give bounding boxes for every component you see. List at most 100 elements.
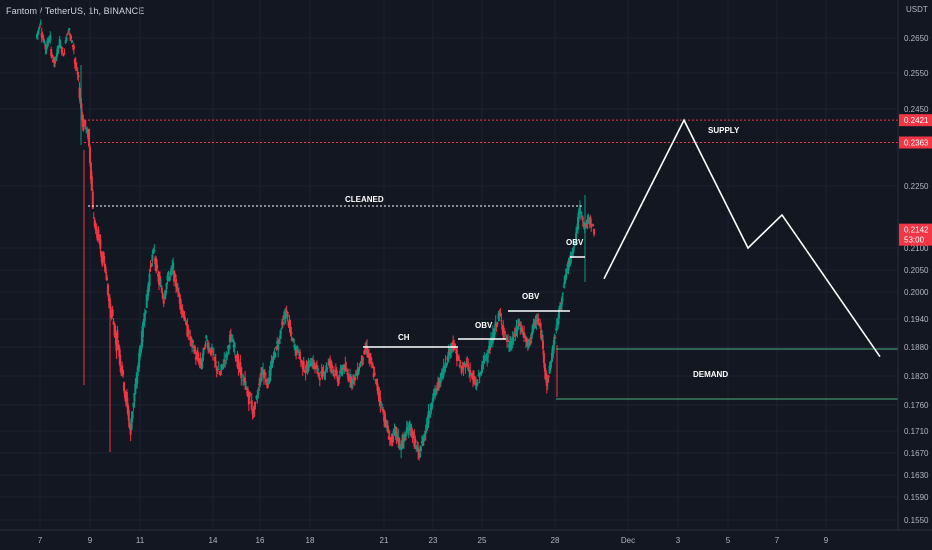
candle-body xyxy=(187,329,190,336)
candle-body xyxy=(152,249,155,254)
candle-body xyxy=(65,36,68,42)
candle-body xyxy=(262,369,265,371)
candle-body xyxy=(502,325,505,333)
x-tick-label: 7 xyxy=(38,536,43,545)
x-tick-label: 7 xyxy=(775,536,780,545)
candle-body xyxy=(176,289,179,292)
candle-body xyxy=(159,285,162,287)
candle-body xyxy=(210,348,213,355)
x-tick-label: 21 xyxy=(380,536,389,545)
candles xyxy=(36,19,596,461)
candle-body xyxy=(136,374,139,384)
price-tag xyxy=(899,136,932,149)
candle-body xyxy=(396,435,399,437)
candle-body xyxy=(290,332,293,335)
candle-body xyxy=(408,421,411,431)
candle-body xyxy=(165,283,168,289)
x-tick-label: 9 xyxy=(824,536,829,545)
candle-body xyxy=(558,308,561,319)
y-axis-panel xyxy=(898,0,932,530)
candle-body xyxy=(494,321,497,326)
candle-body xyxy=(506,340,509,342)
candle-body xyxy=(345,368,348,370)
candle-body xyxy=(125,391,128,402)
candle-body xyxy=(296,346,299,349)
candle-body xyxy=(216,370,219,372)
candle-body xyxy=(404,438,407,440)
candle-body xyxy=(465,363,468,365)
candle-body xyxy=(457,356,460,360)
candle-body xyxy=(453,347,456,350)
candle-body xyxy=(391,435,394,443)
candle-body xyxy=(210,346,213,349)
candle-body xyxy=(352,375,355,380)
candle-body xyxy=(183,315,186,321)
candle-body xyxy=(184,319,187,322)
candle-body xyxy=(126,403,129,414)
candle-body xyxy=(524,335,527,338)
candle-body xyxy=(300,360,303,363)
candle-body xyxy=(528,341,531,344)
candle-body xyxy=(269,365,272,376)
candle-body xyxy=(138,353,141,368)
candle-body xyxy=(351,378,354,384)
candle-body xyxy=(505,335,508,337)
y-tick-label: 0.2250 xyxy=(904,182,929,191)
candle-body xyxy=(538,322,541,326)
candle-body xyxy=(36,34,38,39)
candle-body xyxy=(579,211,582,214)
candle-body xyxy=(384,421,387,424)
candle-body xyxy=(237,359,240,369)
candle-body xyxy=(228,334,231,343)
candle-body xyxy=(85,128,88,130)
candle-body xyxy=(78,87,81,99)
candle-body xyxy=(431,401,434,408)
candle-body xyxy=(88,129,91,147)
candle-body xyxy=(559,303,562,308)
candle-body xyxy=(517,319,520,326)
candle-body xyxy=(323,375,326,377)
candle-body xyxy=(500,320,503,322)
candle-body xyxy=(422,439,425,441)
candle-body xyxy=(212,354,215,356)
candle-body xyxy=(179,299,182,310)
candle-body xyxy=(147,282,150,293)
candle-body xyxy=(295,348,298,356)
candle-body xyxy=(260,374,263,377)
candle-body xyxy=(61,48,64,50)
candle-body xyxy=(593,228,596,235)
y-tick-label: 0.2050 xyxy=(904,266,929,275)
cleaned-label: CLEANED xyxy=(345,195,384,204)
candle-body xyxy=(254,401,257,403)
candle-body xyxy=(68,28,71,31)
candle-body xyxy=(119,354,122,367)
candle-body xyxy=(439,373,442,383)
candle-body xyxy=(121,365,124,373)
candle-body xyxy=(449,348,452,356)
candle-body xyxy=(552,346,555,354)
candle-body xyxy=(335,370,338,376)
candle-body xyxy=(199,358,202,366)
candle-body xyxy=(475,383,478,385)
candle-body xyxy=(543,363,546,372)
candle-body xyxy=(41,36,44,39)
candle-body xyxy=(257,392,260,394)
candle-body xyxy=(333,374,336,377)
candle-body xyxy=(476,382,479,384)
candle-body xyxy=(64,41,67,43)
candle-body xyxy=(192,340,195,343)
candle-body xyxy=(113,323,116,336)
candle-body xyxy=(423,433,426,438)
candle-body xyxy=(481,361,484,366)
candle-body xyxy=(227,346,230,349)
candle-body xyxy=(57,45,60,48)
candle-body xyxy=(103,255,106,263)
candle-body xyxy=(578,205,581,213)
candle-body xyxy=(410,427,413,437)
candle-body xyxy=(234,355,237,359)
candle-body xyxy=(338,374,341,378)
candle-body xyxy=(589,216,592,224)
y-axis-unit: USDT xyxy=(906,5,928,14)
